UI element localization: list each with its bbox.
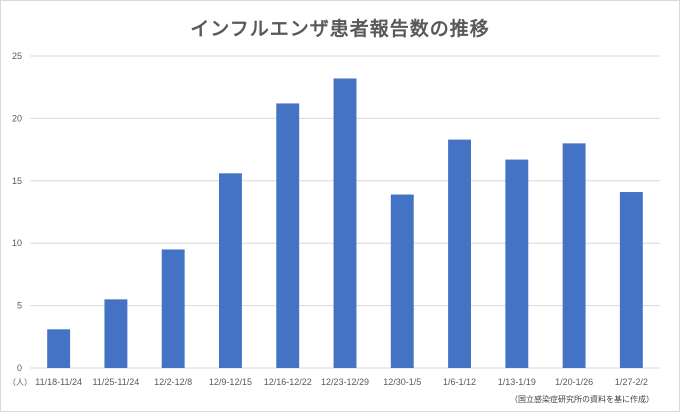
x-tick-label: 1/20-1/26: [555, 377, 593, 387]
bar-12/23-12/29: [333, 78, 357, 369]
y-tick-label: 25: [12, 51, 22, 61]
x-tick-label: 12/2-12/8: [154, 377, 192, 387]
y-tick-label: 20: [12, 113, 22, 123]
x-axis-ticks: 11/18-11/24 11/25-11/24 12/2-12/8 12/9-12/1…: [35, 377, 648, 387]
x-tick-label: 12/30-1/5: [383, 377, 421, 387]
unit-label: （人）: [8, 378, 32, 387]
bar-1/20-1/26: [562, 143, 586, 368]
y-axis-ticks: 0 5 10 15 20 25: [12, 51, 22, 373]
y-tick-label: 15: [12, 176, 22, 186]
chart-title: インフルエンザ患者報告数の推移: [190, 18, 490, 40]
bar-12/30-1/5: [390, 194, 414, 368]
x-tick-label: 11/18-11/24: [35, 377, 82, 387]
x-tick-label: 1/6-1/12: [443, 377, 476, 387]
x-tick-label: 12/23-12/29: [321, 377, 369, 387]
y-tick-label: 0: [17, 363, 22, 373]
bar-12/9-12/15: [219, 173, 242, 368]
x-tick-label: 12/16-12/22: [264, 377, 312, 387]
x-tick-label: 1/27-2/2: [615, 377, 648, 387]
bar-1/6-1/12: [448, 139, 471, 368]
bar-11/25-11/24: [104, 299, 128, 368]
x-tick-label: 12/9-12/15: [209, 377, 252, 387]
y-tick-label: 5: [17, 301, 22, 311]
bars: [47, 78, 643, 369]
bar-12/16-12/22: [276, 103, 300, 368]
x-tick-label: 11/25-11/24: [93, 377, 140, 387]
source-note: （国立感染症研究所の資料を基に作成）: [510, 395, 654, 404]
bar-1/27-2/2: [619, 192, 643, 368]
bar-1/13-1/19: [505, 159, 529, 368]
x-tick-label: 1/13-1/19: [498, 377, 536, 387]
bar-11/18-11/24: [47, 329, 71, 368]
y-tick-label: 10: [12, 238, 22, 248]
bar-12/2-12/8: [161, 249, 185, 368]
